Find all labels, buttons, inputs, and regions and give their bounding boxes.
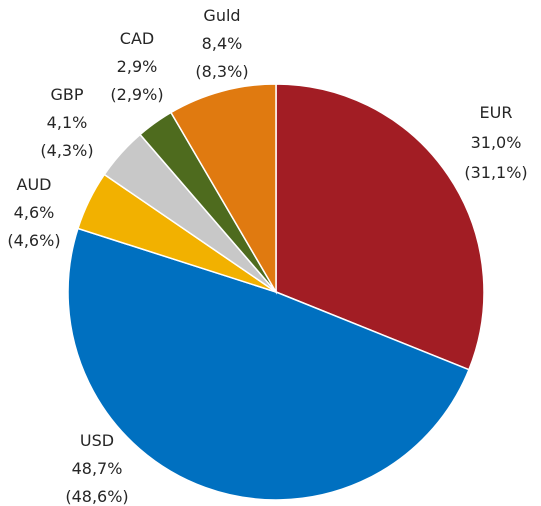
pie-slices	[67, 83, 485, 501]
slice-label-gbp-value: 4,1%	[47, 113, 88, 132]
slice-label-guld-name: Guld	[203, 6, 240, 25]
slice-label-guld-value: 8,4%	[202, 34, 243, 53]
slice-label-cad-prev: (2,9%)	[110, 85, 163, 104]
pie-slice-eur	[275, 83, 485, 371]
slice-label-cad: CAD 2,9% (2,9%)	[110, 29, 163, 104]
slice-label-eur: EUR 31,0% (31,1%)	[464, 103, 527, 182]
slice-label-aud-name: AUD	[17, 175, 52, 194]
slice-label-cad-value: 2,9%	[117, 57, 158, 76]
pie-slice-guld	[169, 83, 277, 295]
slice-label-guld: Guld 8,4% (8,3%)	[195, 6, 248, 81]
slice-label-eur-name: EUR	[480, 103, 513, 122]
slice-label-cad-name: CAD	[120, 29, 154, 48]
slice-label-gbp: GBP 4,1% (4,3%)	[40, 85, 93, 160]
slice-label-eur-value: 31,0%	[471, 133, 522, 152]
pie-slice-usd	[67, 227, 470, 501]
slice-label-eur-prev: (31,1%)	[464, 163, 527, 182]
slice-label-aud: AUD 4,6% (4,6%)	[7, 175, 60, 250]
slice-label-usd-name: USD	[80, 431, 114, 450]
slice-label-gbp-prev: (4,3%)	[40, 141, 93, 160]
slice-label-gbp-name: GBP	[50, 85, 83, 104]
slice-label-usd-prev: (48,6%)	[65, 487, 128, 506]
slice-label-usd: USD 48,7% (48,6%)	[65, 431, 128, 506]
slice-label-aud-prev: (4,6%)	[7, 231, 60, 250]
slice-label-usd-value: 48,7%	[72, 459, 123, 478]
slice-label-aud-value: 4,6%	[14, 203, 55, 222]
slice-label-guld-prev: (8,3%)	[195, 62, 248, 81]
